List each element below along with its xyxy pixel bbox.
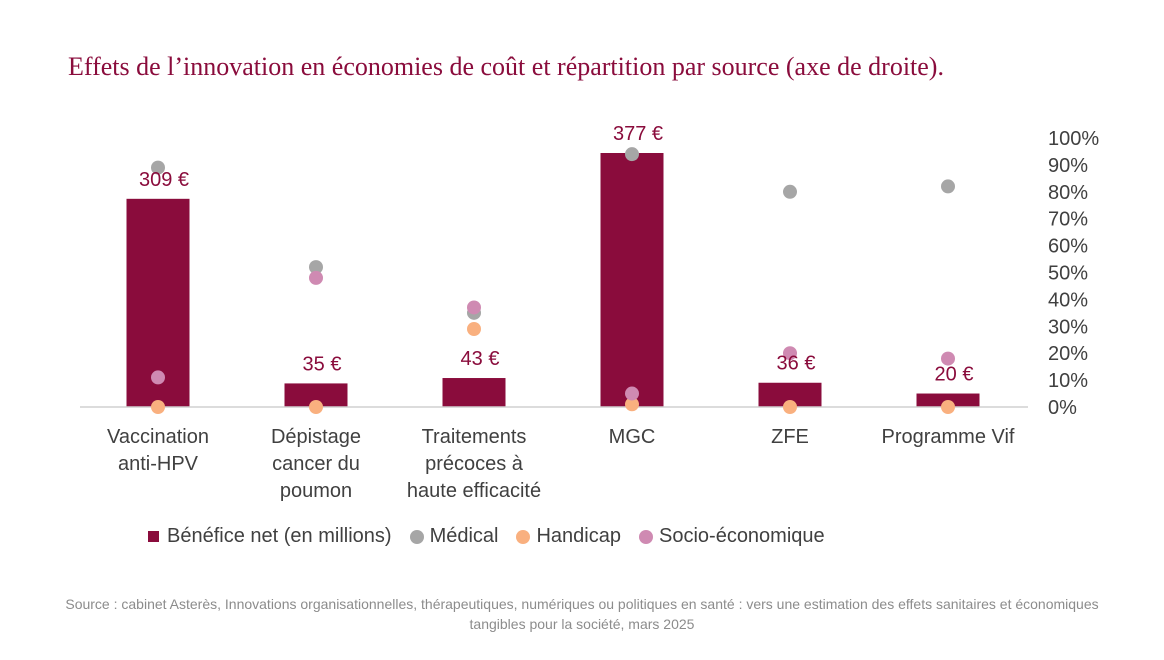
- dot-handicap-1: [309, 400, 323, 414]
- category-label-line: haute efficacité: [406, 480, 542, 502]
- category-label-line: Dépistage: [270, 426, 362, 448]
- right-axis-tick-7: 70%: [1048, 209, 1088, 231]
- right-axis-tick-0: 0%: [1048, 397, 1077, 419]
- dot-medical-1: [309, 260, 323, 275]
- category-label-2: Traitements précoces à haute efficacité: [379, 424, 569, 505]
- right-axis-tick-8: 80%: [1048, 182, 1088, 204]
- category-label-line: ZFE: [771, 426, 809, 448]
- category-label-line: poumon: [279, 480, 353, 502]
- legend-label-handicap: Handicap: [536, 525, 621, 547]
- legend-label-net-benefit: Bénéfice net (en millions): [167, 525, 392, 547]
- category-label-line: précoces à: [425, 453, 523, 475]
- category-label-5: Programme Vif: [853, 424, 1043, 451]
- bar-value-label-2: 43 €: [461, 348, 500, 370]
- legend-label-socio: Socio-économique: [659, 525, 825, 547]
- right-axis-tick-3: 30%: [1048, 316, 1088, 338]
- dot-medical-3: [625, 147, 639, 162]
- bar-value-label-1: 35 €: [303, 353, 342, 375]
- category-label-line: cancer du: [272, 453, 360, 475]
- dot-socio-5: [941, 351, 955, 366]
- dot-handicap-0: [151, 400, 165, 414]
- legend-swatch-medical: [409, 529, 424, 544]
- bar-value-label-0: 309 €: [139, 169, 189, 191]
- legend-item-net-benefit: Bénéfice net (en millions): [148, 525, 392, 548]
- category-label-line: Programme Vif: [881, 426, 1015, 448]
- bar-value-label-3: 377 €: [613, 123, 663, 145]
- bar-3: [600, 153, 664, 407]
- dot-medical-4: [783, 184, 797, 199]
- bar-1: [284, 383, 348, 407]
- category-label-4: ZFE: [695, 424, 885, 451]
- dot-medical-5: [941, 179, 955, 194]
- right-axis-tick-4: 40%: [1048, 289, 1088, 311]
- source-note: Source : cabinet Asterès, Innovations or…: [65, 596, 1099, 632]
- bar-value-label-5: 20 €: [935, 364, 974, 386]
- category-label-line: Vaccination: [107, 426, 209, 448]
- right-axis-tick-10: 100%: [1048, 128, 1099, 150]
- category-label-3: MGC: [537, 424, 727, 451]
- legend-item-socio: Socio-économique: [639, 525, 825, 548]
- dot-socio-1: [309, 270, 323, 285]
- legend: Bénéfice net (en millions) Médical Handi…: [148, 525, 843, 548]
- category-label-0: Vaccination anti-HPV: [63, 424, 253, 478]
- legend-item-handicap: Handicap: [516, 525, 621, 548]
- category-label-line: MGC: [608, 426, 656, 448]
- dot-socio-3: [625, 386, 639, 401]
- right-axis-tick-1: 10%: [1048, 370, 1088, 392]
- legend-swatch-socio: [639, 529, 653, 544]
- dot-socio-0: [151, 370, 165, 385]
- legend-item-medical: Médical: [409, 525, 499, 548]
- dot-medical-0: [151, 160, 165, 175]
- chart-plot: 0% 10% 20% 30% 40% 50% 60% 70% 80% 90% 100% 309 € 35…: [80, 123, 1099, 419]
- legend-label-medical: Médical: [429, 525, 499, 547]
- right-axis-tick-5: 50%: [1048, 263, 1088, 285]
- legend-swatch-bar: [148, 531, 159, 542]
- dot-handicap-2: [467, 321, 481, 336]
- dot-handicap-3: [625, 397, 639, 412]
- dot-socio-2: [467, 300, 481, 315]
- dot-socio-4: [783, 346, 797, 361]
- category-label-line: Traitements: [421, 426, 527, 448]
- right-axis-tick-9: 90%: [1048, 155, 1088, 177]
- category-label-1: Dépistage cancer du poumon: [221, 424, 411, 505]
- dot-handicap-4: [783, 400, 797, 414]
- legend-swatch-handicap: [516, 529, 531, 544]
- chart-title: Effets de l’innovation en économies de c…: [68, 52, 944, 81]
- dot-handicap-5: [941, 400, 955, 414]
- bar-2: [442, 378, 506, 407]
- category-label-line: anti-HPV: [117, 453, 199, 475]
- bar-value-label-4: 36 €: [777, 353, 816, 375]
- right-axis-tick-6: 60%: [1048, 236, 1088, 258]
- right-axis-tick-2: 20%: [1048, 343, 1088, 365]
